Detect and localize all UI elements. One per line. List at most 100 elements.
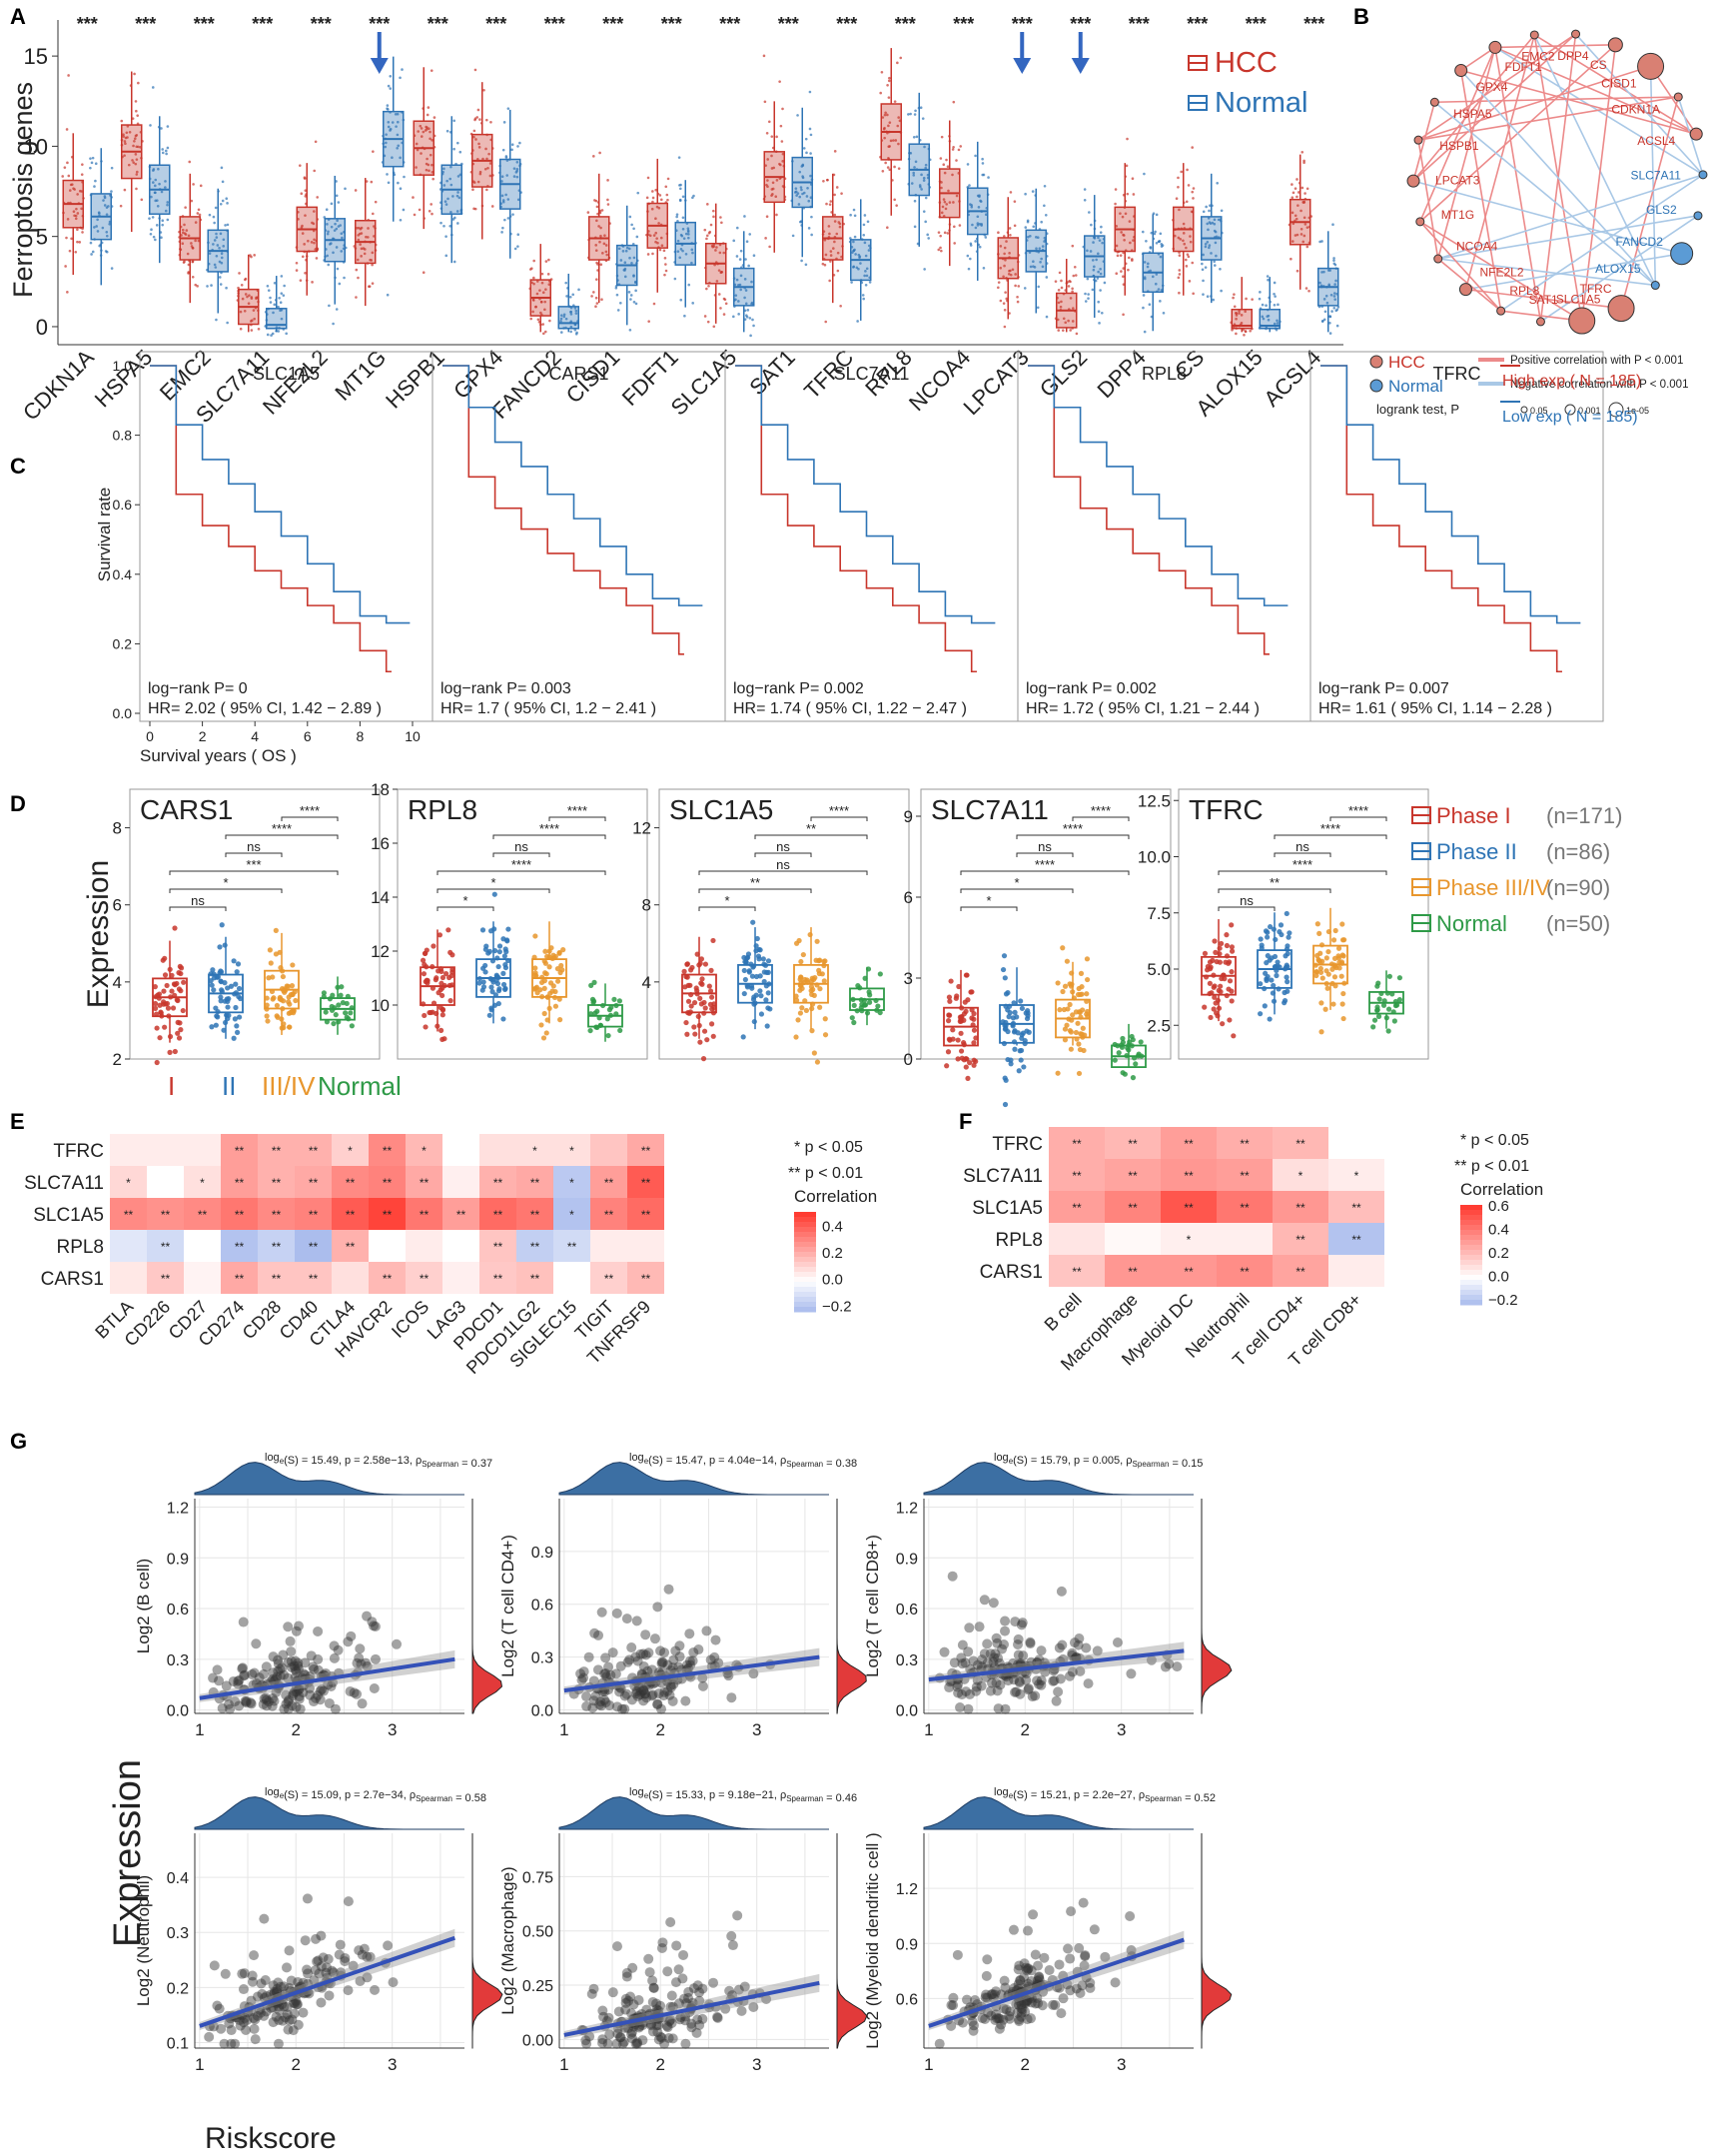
a-jitter-point [279,301,283,304]
e-cell-star: ** [604,1208,614,1222]
d-bracket-label: * [462,893,467,908]
g-point [1003,1675,1014,1686]
b-node [1458,283,1472,297]
d-jitter-point [799,1005,805,1011]
a-jitter-point [1045,276,1049,279]
a-jitter-point [1243,333,1246,337]
g-point [288,2025,299,2036]
d-jitter-point [266,975,272,981]
e-cell-star: * [126,1176,131,1190]
d-jitter-point [532,933,538,939]
a-jitter-point [744,258,747,261]
d-jitter-point [708,967,714,973]
d-jitter-point [1314,921,1320,927]
sig-label: * p < 0.05 [794,1139,863,1156]
g-point [238,1617,249,1627]
d-jitter-point [217,944,223,950]
a-jitter-point [1143,172,1146,176]
d-jitter-point [449,952,455,958]
a-jitter-point [133,72,136,76]
a-jitter-point [546,273,550,276]
a-jitter-point [1153,232,1157,236]
a-jitter-point [712,325,716,329]
d-legend-count: (n=86) [1546,839,1610,864]
d-jitter-point [955,1037,961,1043]
a-jitter-point [269,301,273,304]
c-curve-high [442,365,684,655]
g-ytick-label: 0.75 [522,1869,553,1886]
c-ytick-label: 0.4 [113,566,133,582]
a-jitter-point [538,289,541,292]
a-jitter-point [952,100,956,104]
a-jitter-point [599,263,603,267]
a-jitter-point [76,240,79,244]
f-cell-star: ** [1240,1201,1250,1215]
d-jitter-point [1211,1006,1217,1012]
a-jitter-point [677,156,681,159]
a-jitter-point [360,226,364,230]
a-jitter-point [330,225,334,229]
a-jitter-point [280,308,284,312]
e-row-label: RPL8 [56,1237,104,1258]
d-ytick-label: 2.5 [1147,1016,1171,1035]
c-hr: HR= 2.02 ( 95% CI, 1.42 − 2.89 ) [148,700,382,717]
a-jitter-point [1277,303,1280,307]
g-point [643,1953,654,1964]
d-jitter-point [793,1034,799,1040]
d-jitter-point [1396,975,1403,981]
a-jitter-point [335,194,339,198]
a-jitter-point [271,332,275,336]
d-jitter [1000,953,1032,1108]
b-legend-normal-dot [1369,379,1383,393]
a-jitter-point [1185,200,1189,204]
a-jitter-point [632,227,635,231]
d-jitter-point [685,998,692,1004]
b-node [1406,174,1420,188]
a-jitter-point [357,276,360,280]
d-jitter-point [172,925,178,931]
d-jitter-point [157,1035,163,1041]
a-jitter-point [299,279,303,282]
a-jitter-point [1206,295,1210,299]
a-category-label: LPCAT3 [958,345,1033,420]
a-jitter-point [532,276,535,280]
a-jitter-point [387,84,391,88]
a-jitter-point [219,283,223,286]
a-jitter-point [136,114,140,117]
a-jitter-point [634,289,637,293]
e-cell-star: ** [346,1240,356,1254]
a-jitter-point [532,259,535,263]
d-jitter-point [753,992,759,998]
a-jitter-point [1186,168,1189,172]
f-col-label: B cell [1041,1290,1086,1335]
e-cell-star: ** [235,1272,245,1286]
a-category-label: GLS2 [1035,345,1092,402]
b-node [1689,127,1703,141]
a-jitter-point [809,152,812,155]
a-jitter-point [802,147,806,150]
d-bracket-label: ns [776,857,790,872]
d-frame [658,788,910,1060]
a-jitter-point [515,175,519,179]
a-jitter-point [884,161,887,165]
d-jitter-point [232,1016,238,1022]
g-stat: loge(S) = 15.09, p = 2.7e−34, ρSpearman … [265,1786,486,1804]
a-jitter-point [332,322,335,326]
a-jitter-point [367,236,370,239]
a-jitter-point [1132,193,1136,196]
e-cell-star: ** [272,1208,282,1222]
f-cell [1328,1127,1384,1159]
a-jitter-point [1002,302,1006,305]
a-jitter-point [151,216,155,219]
a-jitter-point [1122,313,1125,317]
a-jitter-point [945,158,948,162]
a-jitter-point [850,281,853,284]
d-jitter-point [236,993,242,1000]
g-point [947,1571,958,1582]
a-jitter-point [247,302,251,305]
a-jitter-point [336,267,340,271]
a-jitter-point [540,281,544,285]
g-point [602,2038,613,2049]
a-jitter-point [401,68,404,71]
a-jitter-point [887,79,891,83]
